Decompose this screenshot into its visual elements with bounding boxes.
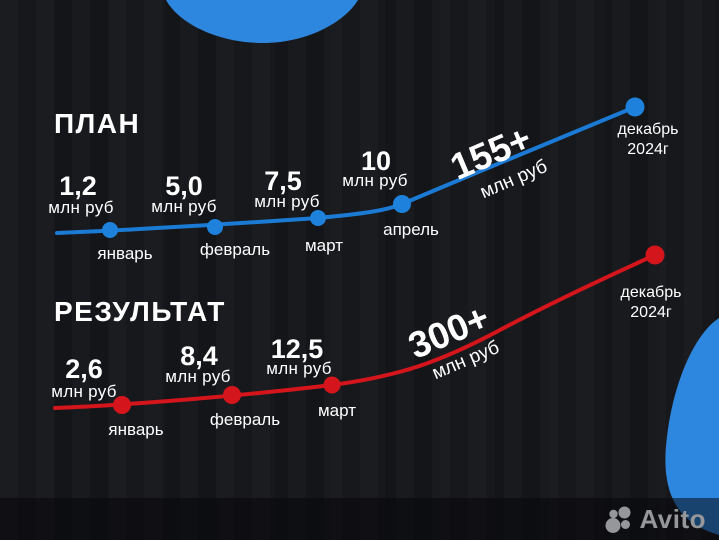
top-blob-shape: [166, 0, 358, 43]
result-month-march: март: [317, 401, 357, 420]
plan-end-month: декабрь: [617, 121, 679, 138]
result-point-dot: [113, 396, 131, 414]
plan-value-january: 1,2: [59, 171, 97, 201]
plan-end-label: декабрь 2024г: [618, 120, 679, 160]
result-month-february: февраль: [209, 410, 281, 429]
result-value-march: 12,5: [270, 334, 324, 364]
result-end-month: декабрь: [620, 284, 682, 301]
plan-value-april: 10: [360, 146, 392, 176]
plan-unit-january: млн руб: [48, 198, 114, 217]
result-end-year: 2024г: [630, 304, 672, 321]
plan-end-year: 2024г: [627, 141, 669, 158]
result-title: РЕЗУЛЬТАТ: [54, 296, 226, 327]
result-unit-february: млн руб: [165, 367, 231, 386]
result-value-february: 8,4: [180, 341, 218, 371]
plan-point-dot: [102, 222, 118, 238]
plan-unit-april: млн руб: [342, 171, 408, 190]
result-point-dot: [323, 376, 341, 394]
watermark-bar: Avito: [0, 498, 719, 540]
plan-point-dot: [207, 219, 223, 235]
plan-value-february: 5,0: [165, 171, 203, 201]
plan-end-dot: [625, 97, 645, 117]
bottom-right-blob-shape: [665, 318, 719, 535]
plan-unit-february: млн руб: [151, 197, 217, 216]
plan-month-february: февраль: [199, 240, 271, 259]
avito-wordmark: Avito: [639, 504, 706, 534]
plan-month-march: март: [304, 236, 344, 255]
plan-value-march: 7,5: [264, 166, 302, 196]
plan-title: ПЛАН: [54, 108, 141, 139]
plan-point-dot: [393, 195, 411, 213]
result-value-january: 2,6: [65, 354, 103, 384]
plan-point-dot: [310, 210, 326, 226]
result-end-label: декабрь 2024г: [621, 283, 682, 323]
result-end-dot: [645, 245, 665, 265]
plan-month-january: январь: [97, 244, 153, 263]
result-unit-march: млн руб: [266, 359, 332, 378]
result-point-dot: [223, 386, 241, 404]
plan-line: [55, 105, 637, 235]
avito-logo-icon: [604, 504, 634, 534]
result-unit-january: млн руб: [51, 382, 117, 401]
result-month-january: январь: [108, 420, 164, 439]
plan-month-april: апрель: [383, 220, 439, 239]
result-line: [53, 253, 657, 410]
plan-unit-march: млн руб: [254, 192, 320, 211]
